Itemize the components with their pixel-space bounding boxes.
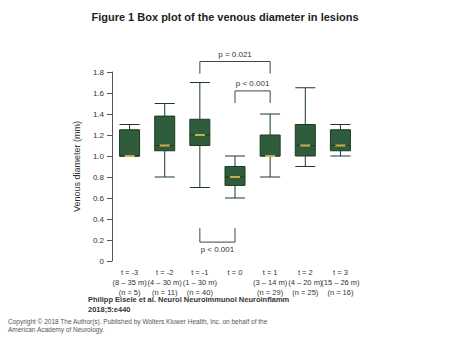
- svg-text:(4 – 30 m): (4 – 30 m): [148, 278, 183, 287]
- svg-text:t = 2: t = 2: [298, 268, 313, 277]
- svg-text:t = 0: t = 0: [228, 268, 243, 277]
- svg-text:1.2: 1.2: [93, 131, 105, 140]
- svg-text:1.6: 1.6: [93, 89, 105, 98]
- svg-text:p < 0.001: p < 0.001: [236, 79, 270, 88]
- svg-text:(n = 25): (n = 25): [292, 288, 319, 297]
- svg-text:p < 0.001: p < 0.001: [201, 245, 235, 254]
- svg-text:t = 3: t = 3: [333, 268, 348, 277]
- svg-text:American Academy of Neurology.: American Academy of Neurology.: [8, 326, 104, 334]
- svg-text:Venous diameter (mm): Venous diameter (mm): [72, 121, 82, 212]
- svg-text:1.0: 1.0: [93, 152, 105, 161]
- svg-text:(4 – 20 m): (4 – 20 m): [288, 278, 323, 287]
- svg-text:Figure 1 Box plot of the venou: Figure 1 Box plot of the venous diameter…: [91, 11, 358, 23]
- svg-text:p = 0.021: p = 0.021: [218, 50, 252, 59]
- svg-text:(8 – 35 m): (8 – 35 m): [112, 278, 147, 287]
- svg-text:(3 – 14 m): (3 – 14 m): [253, 278, 288, 287]
- svg-text:(n = 16): (n = 16): [327, 288, 354, 297]
- svg-text:(15 – 26 m): (15 – 26 m): [321, 278, 360, 287]
- svg-text:(n = 5): (n = 5): [119, 288, 141, 297]
- svg-text:(n = 11): (n = 11): [152, 288, 178, 297]
- svg-text:t = -2: t = -2: [156, 268, 173, 277]
- svg-text:(1 – 30 m): (1 – 30 m): [183, 278, 218, 287]
- svg-text:t = -1: t = -1: [191, 268, 208, 277]
- svg-text:t = 1: t = 1: [263, 268, 278, 277]
- svg-text:Philipp Eisele et al. Neurol N: Philipp Eisele et al. Neurol Neuroimmuno…: [88, 294, 290, 304]
- svg-text:Copyright © 2018 The Author(s): Copyright © 2018 The Author(s). Publishe…: [8, 318, 268, 326]
- svg-text:t = -3: t = -3: [121, 268, 138, 277]
- svg-text:0.2: 0.2: [93, 236, 105, 245]
- svg-text:(n = 40): (n = 40): [187, 288, 214, 297]
- svg-text:1.4: 1.4: [93, 110, 105, 119]
- svg-text:(n = 29): (n = 29): [257, 288, 284, 297]
- svg-text:2018;5:e440: 2018;5:e440: [88, 305, 131, 314]
- svg-text:0.4: 0.4: [93, 215, 105, 224]
- svg-text:0: 0: [100, 257, 105, 266]
- svg-text:0.8: 0.8: [93, 173, 105, 182]
- svg-text:1.8: 1.8: [93, 68, 105, 77]
- svg-text:0.6: 0.6: [93, 194, 105, 203]
